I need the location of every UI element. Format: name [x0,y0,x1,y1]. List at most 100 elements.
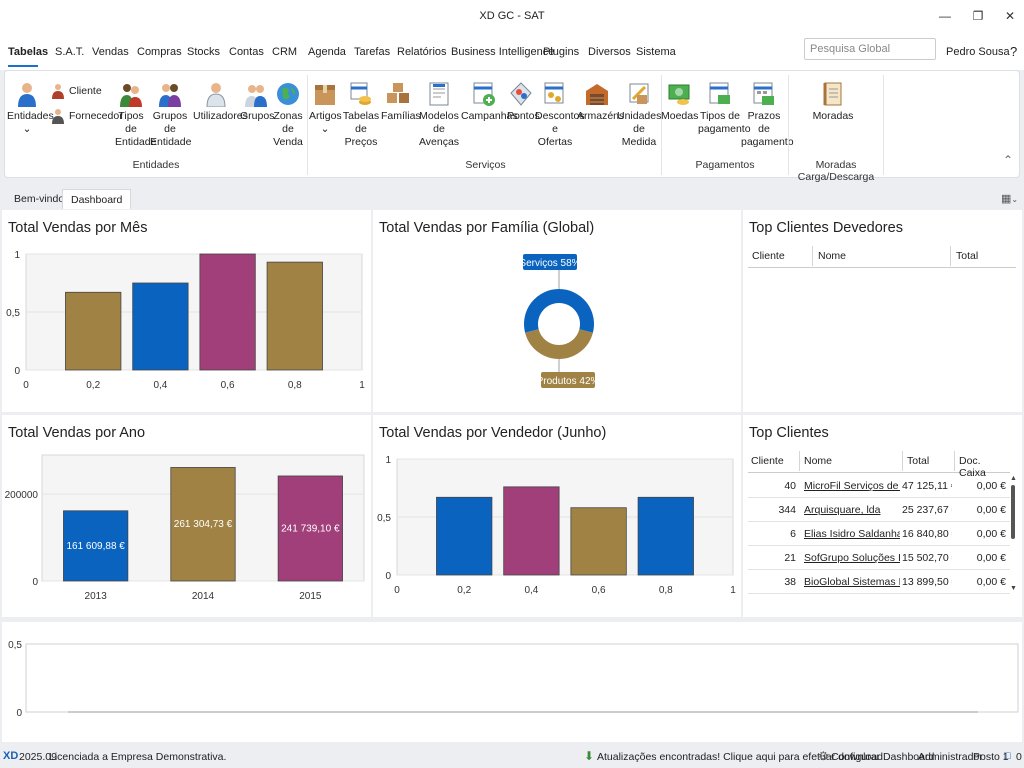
modelos-avencas-label-1: Modelos de [419,110,459,135]
menu-agenda[interactable]: Agenda [308,46,346,58]
column-header-doc-caixa[interactable]: Doc. Caixa [959,455,986,479]
pontos-button[interactable]: Pontos [507,81,540,123]
grupos-entidade-label-2: Entidade [150,136,192,148]
contract-template-icon [429,82,449,106]
table-row[interactable]: 344 Arquisquare, lda 25 237,67 € 0,00 € [748,498,1010,522]
bar [65,291,122,371]
cell-nome[interactable]: MicroFil Serviços de Electr [804,480,900,492]
plot-area [25,643,1019,713]
familias-button[interactable]: Famílias [381,81,421,123]
zonas-venda-button[interactable]: Zonas de Venda [271,81,305,149]
tipos-entidade-button[interactable]: Tipos de Entidade [115,81,156,149]
menu-tarefas[interactable]: Tarefas [354,46,391,58]
panel-bottom-chart: 0,5 0 [2,622,1022,742]
entidades-label: Entidades [7,110,54,122]
tipos-pagamento-button[interactable]: Tipos de pagamento [698,81,751,136]
artigos-button[interactable]: Artigos ⌄ [309,81,342,136]
help-icon[interactable]: ? [1010,44,1018,59]
column-header-cliente[interactable]: Cliente [751,455,784,467]
menu-business-intelligence[interactable]: Business Intelligence [451,46,555,58]
menu-vendas[interactable]: Vendas [92,46,129,58]
column-header-nome[interactable]: Nome [818,250,847,262]
box-icon [315,85,335,105]
table-row[interactable]: 6 Elias Isidro Saldanha 16 840,80 € 0,00 € [748,522,1010,546]
menu-relatorios[interactable]: Relatórios [397,46,447,58]
panel-title: Top Clientes Devedores [749,220,903,236]
column-header-cliente[interactable]: Cliente [752,250,785,262]
close-button[interactable]: ✕ [1004,9,1016,23]
descontos-ofertas-button[interactable]: Descontos e Ofertas [535,81,585,149]
table-row[interactable]: 21 SofGrupo Soluções Informá15 502,70 € 0,… [748,546,1010,570]
updates-link[interactable]: Atualizações encontradas! Clique aqui pa… [597,751,884,763]
grupos-button[interactable]: Grupos [240,81,274,123]
bar [277,475,343,582]
cell-nome[interactable]: SofGrupo Soluções Informá [804,552,900,564]
prazos-pagamento-button[interactable]: Prazos de pagamento [741,81,794,149]
modelos-avencas-button[interactable]: Modelos de Avenças [415,81,463,149]
menu-sat[interactable]: S.A.T. [55,46,85,58]
entidades-button[interactable]: Entidades ⌄ [7,81,54,136]
messages-count: 0 [1016,751,1022,763]
cell-cliente: 6 [790,528,796,540]
cell-cliente: 38 [784,576,796,588]
restore-button[interactable]: ❐ [972,9,984,23]
menu-contas[interactable]: Contas [229,46,264,58]
chevron-down-icon: ⌄ [22,123,32,135]
menu-tabelas[interactable]: Tabelas [8,46,49,58]
tab-dashboard[interactable]: Dashboard [62,189,132,209]
boxes-icon [387,83,409,103]
panel-top-clientes: Top Clientes Cliente Nome Total Doc. Cai… [743,415,1022,617]
tabelas-precos-button[interactable]: Tabelas de Preços [341,81,381,149]
menu-sistema[interactable]: Sistema [636,46,676,58]
utilizadores-button[interactable]: Utilizadores [193,81,248,123]
column-header-total[interactable]: Total [956,250,979,262]
pontos-label: Pontos [507,110,540,122]
cell-total: 25 237,67 € [902,504,952,516]
dashboard-options-icon[interactable]: ▦⌄ [1001,193,1019,205]
configure-dashboard-link[interactable]: Configurar Dashboard [831,751,935,763]
cell-nome[interactable]: Arquisquare, lda [804,504,881,516]
cell-cliente: 21 [784,552,796,564]
table-row[interactable]: 40 MicroFil Serviços de Electr47 125,11 €… [748,474,1010,498]
scrollbar-thumb[interactable] [1011,485,1015,539]
user-name[interactable]: Pedro Sousa [946,46,1010,58]
bar [170,467,236,582]
cliente-button[interactable]: Cliente [51,83,102,99]
scroll-up-icon[interactable]: ▲ [1010,475,1017,482]
slice-label: Serviços 58% [519,258,580,269]
global-search-input[interactable] [804,38,936,60]
menu-plugins[interactable]: Plugins [543,46,580,58]
moradas-label: Moradas [812,110,854,122]
campanhas-button[interactable]: Campanhas [461,81,518,123]
table-row[interactable]: 38 BioGlobal Sistemas Informá13 899,50 € 0… [748,570,1010,594]
units-icon [629,83,649,104]
armazens-button[interactable]: Armazéns [577,81,624,123]
moradas-button[interactable]: Moradas [805,81,861,123]
minimize-button[interactable]: — [939,9,951,23]
cliente-label: Cliente [69,85,102,97]
bar [637,496,694,576]
panel-title: Total Vendas por Família (Global) [379,220,595,236]
column-header-nome[interactable]: Nome [804,455,833,467]
scroll-down-icon[interactable]: ▼ [1010,585,1017,592]
cell-cliente: 40 [784,480,796,492]
grupos-entidade-button[interactable]: Grupos de Entidade [150,81,192,149]
menu-diversos[interactable]: Diversos [588,46,631,58]
menu-crm[interactable]: CRM [272,46,298,58]
cell-nome[interactable]: BioGlobal Sistemas Informá [804,576,900,588]
collapse-ribbon-icon[interactable]: ⌃ [1003,153,1014,167]
tab-bem-vindo[interactable]: Bem-vindo [14,193,65,205]
menu-compras[interactable]: Compras [137,46,182,58]
column-header-total[interactable]: Total [907,455,930,467]
cell-doc-caixa: 0,00 € [976,528,1006,540]
logged-user: Administrador [918,751,983,763]
unidades-medida-button[interactable]: Unidades de Medida [617,81,661,149]
moedas-button[interactable]: Moedas [661,81,698,123]
campaign-icon [473,82,495,106]
ribbon: Entidades ⌄ Cliente Fornecedor Tipos de … [4,70,1020,183]
messages-icon[interactable]: □ [1004,750,1011,762]
menu-stocks[interactable]: Stocks [187,46,221,58]
cell-nome[interactable]: Elias Isidro Saldanha [804,528,900,540]
fornecedor-button[interactable]: Fornecedor [51,108,123,124]
vertical-scrollbar[interactable]: ▲ ▼ [1009,475,1017,595]
